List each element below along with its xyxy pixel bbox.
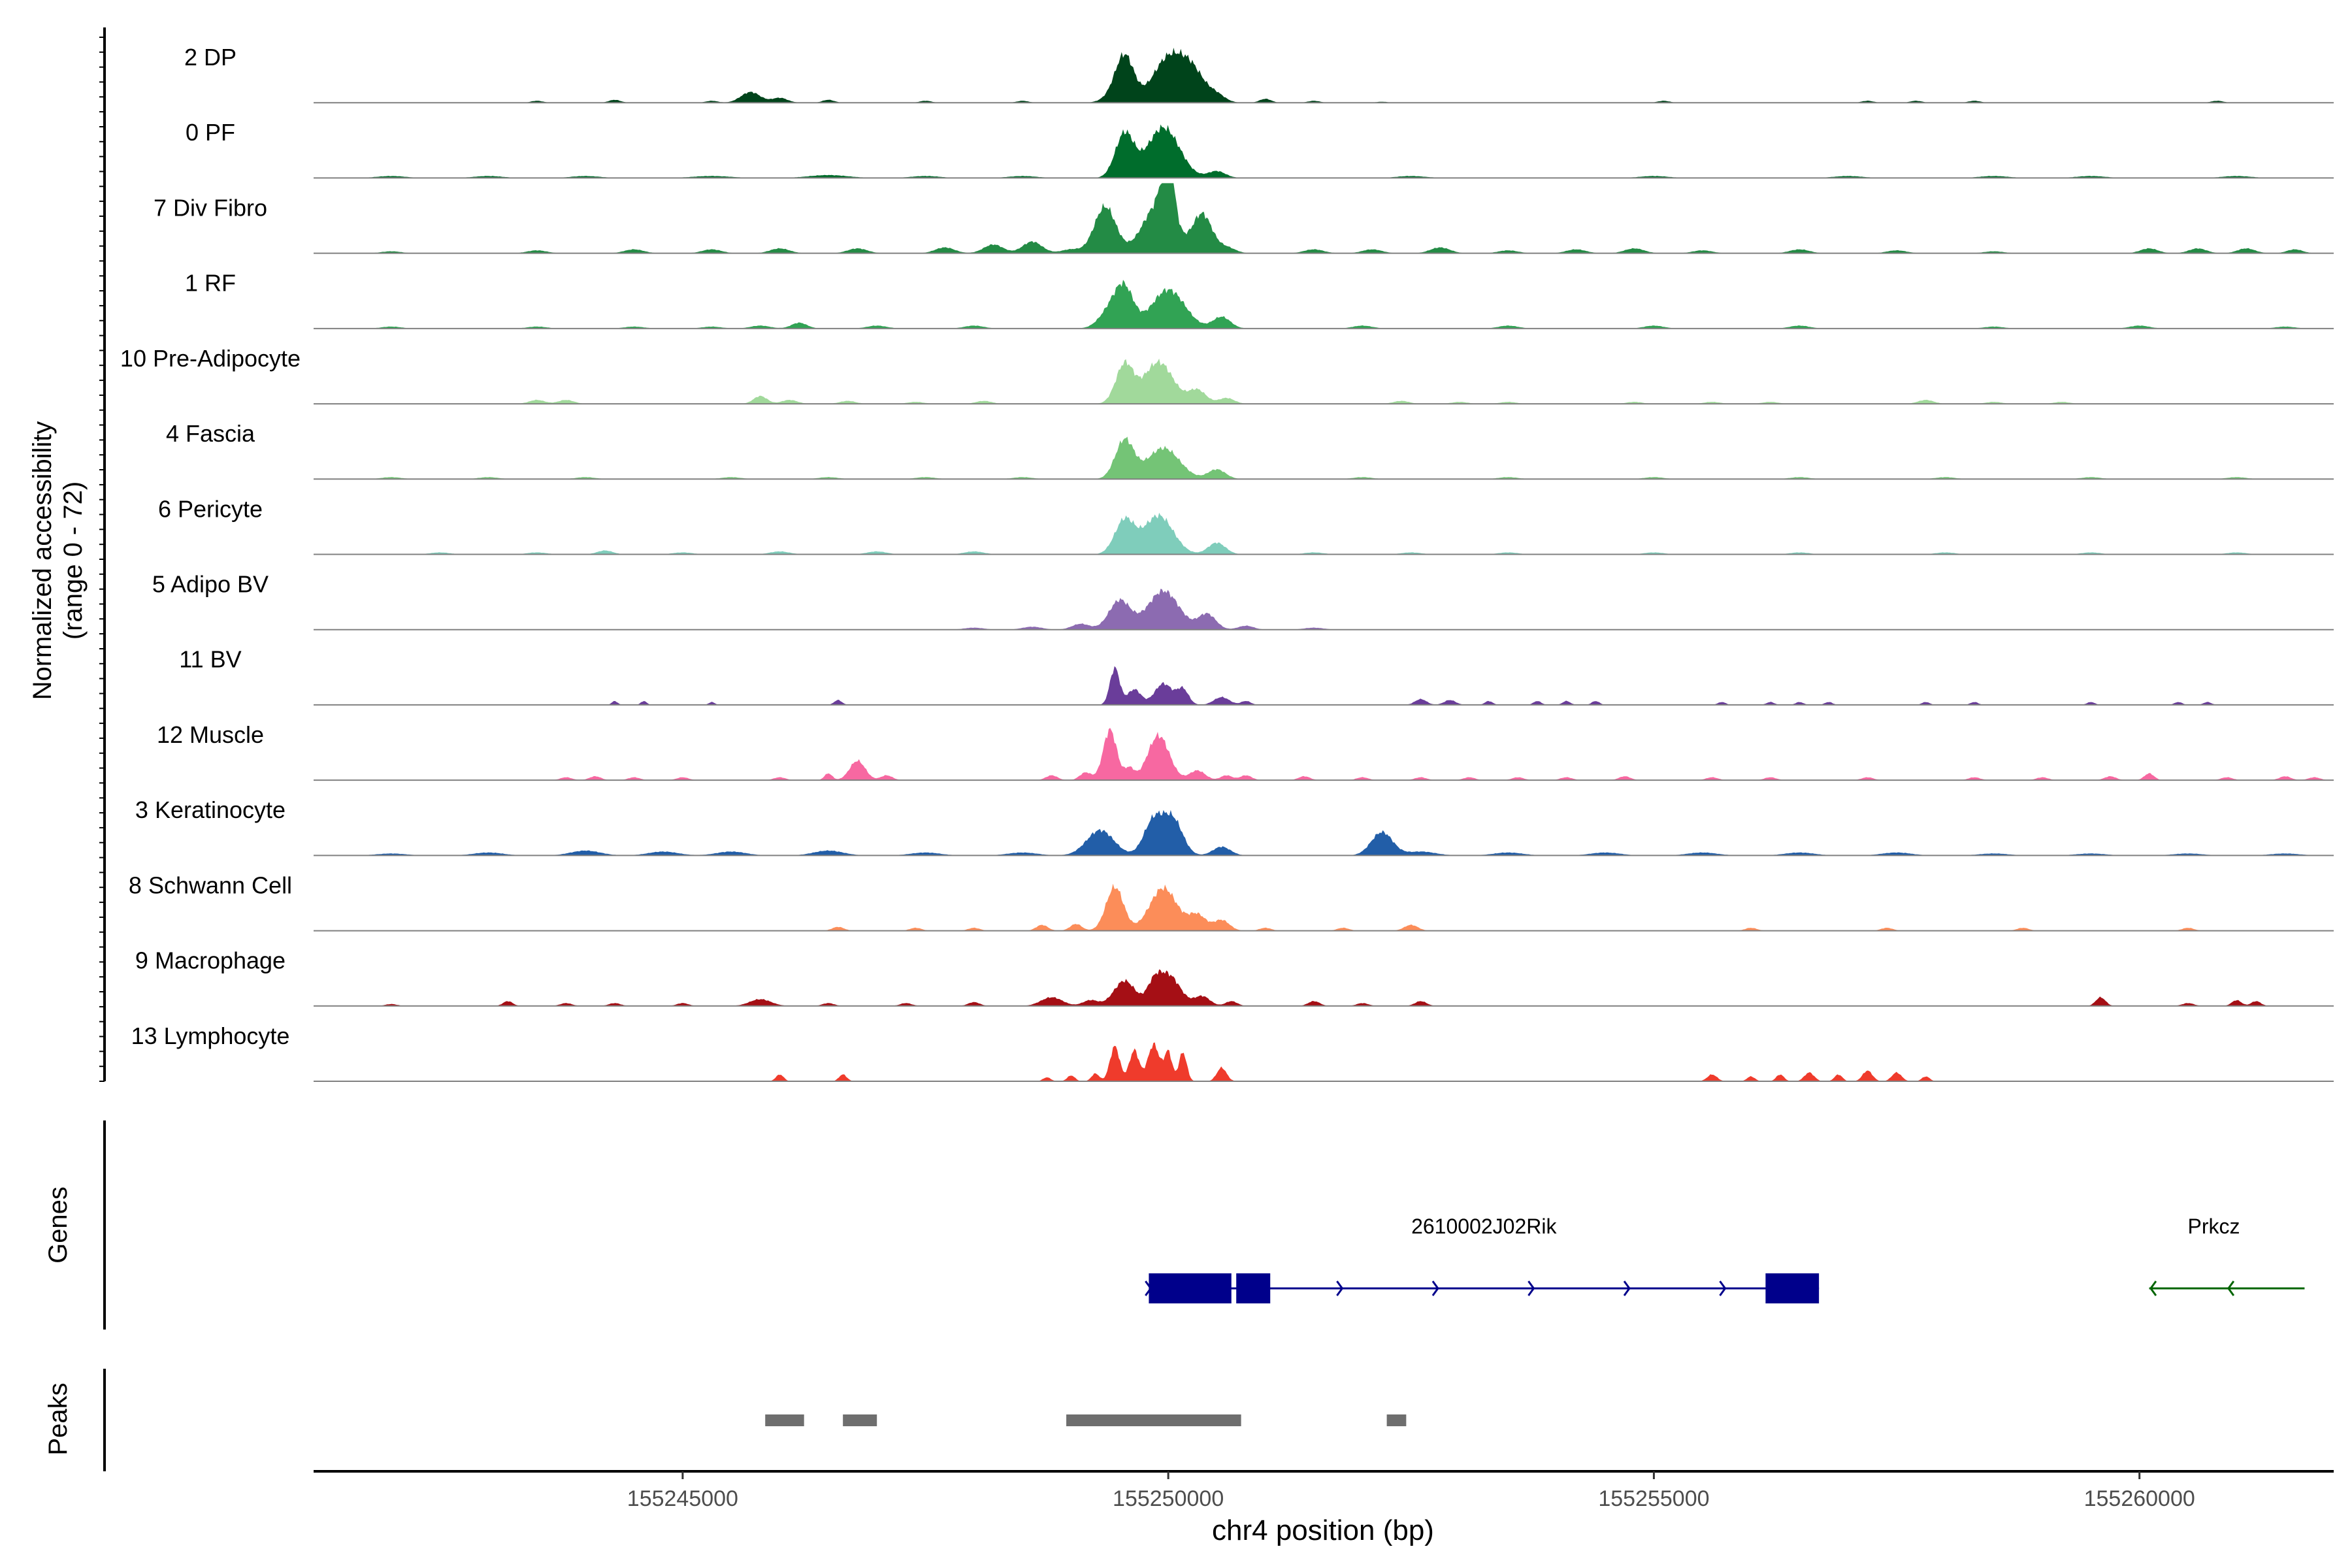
track-13 [314,1042,2334,1082]
track-8 [314,666,2334,706]
y-axis-label-line1: Normalized accessibility [28,421,57,700]
track-label-2: 7 Div Fibro [154,194,267,221]
track-area-10 [314,809,2334,856]
track-11 [314,883,2334,932]
track-3 [314,280,2334,329]
peak-region-3 [1386,1414,1407,1426]
track-10 [314,809,2334,857]
track-area-8 [314,666,2334,705]
track-label-4: 10 Pre-Adipocyte [120,345,301,372]
peak-region-2 [1066,1414,1241,1426]
genes-panel-label: Genes [44,1186,73,1264]
track-area-3 [314,280,2334,329]
gene-Prkcz: Prkcz [2149,1215,2305,1296]
peaks-panel-label: Peaks [44,1382,73,1455]
track-7 [314,589,2334,630]
x-axis-label: chr4 position (bp) [1212,1514,1434,1546]
track-9 [314,728,2334,781]
track-area-12 [314,969,2334,1006]
coverage-tracks [314,48,2334,1082]
track-label-6: 6 Pericyte [158,495,263,522]
x-tick-label-1: 155250000 [1113,1486,1224,1511]
strand-arrow [1719,1281,1727,1296]
peak-region-1 [843,1414,877,1426]
track-label-10: 3 Keratinocyte [135,796,286,823]
x-axis-ticks: 155245000 155250000 155255000 155260000 [627,1471,2195,1511]
strand-arrow [1336,1281,1344,1296]
track-label-11: 8 Schwann Cell [129,872,292,898]
track-label-9: 12 Muscle [157,721,264,748]
track-area-6 [314,512,2334,555]
strand-arrow [1527,1281,1535,1296]
x-tick-label-3: 155260000 [2084,1486,2195,1511]
gene-label-1: Prkcz [2187,1215,2240,1238]
track-labels: 2 DP 0 PF 7 Div Fibro 1 RF 10 Pre-Adipocyte 4… [120,44,301,1049]
track-label-8: 11 BV [179,646,241,673]
gene-annotations: 2610002J02Rik Prkcz [1145,1215,2305,1303]
track-label-12: 9 Macrophage [135,947,286,974]
strand-arrow [1623,1281,1631,1296]
coverage-y-ticks [99,37,105,1082]
track-area-9 [314,728,2334,781]
gene-2610002J02Rik: 2610002J02Rik [1145,1215,1820,1303]
x-tick-label-0: 155245000 [627,1486,738,1511]
track-label-0: 2 DP [184,44,237,71]
track-4 [314,358,2334,405]
track-label-13: 13 Lymphocyte [131,1022,290,1049]
track-12 [314,969,2334,1007]
track-5 [314,436,2334,480]
y-axis-label-line2: (range 0 - 72) [59,482,88,640]
track-label-3: 1 RF [185,270,236,297]
track-area-1 [314,124,2334,178]
gene-label-0: 2610002J02Rik [1411,1215,1557,1238]
track-area-4 [314,358,2334,404]
track-1 [314,124,2334,179]
strand-arrow [1431,1281,1439,1296]
track-label-1: 0 PF [186,119,235,146]
exon-0-1 [1236,1273,1271,1303]
track-area-7 [314,589,2334,630]
track-area-2 [314,183,2334,253]
track-0 [314,48,2334,104]
track-label-5: 4 Fascia [166,420,255,447]
track-area-0 [314,48,2334,103]
exon-0-0 [1149,1273,1232,1303]
peak-region-0 [765,1414,804,1426]
track-label-7: 5 Adipo BV [152,571,269,598]
track-6 [314,512,2334,555]
x-tick-label-2: 155255000 [1598,1486,1709,1511]
track-2 [314,183,2334,254]
exon-0-2 [1765,1273,1820,1303]
peak-regions [765,1414,1407,1426]
track-area-11 [314,883,2334,931]
strand-arrow [2227,1281,2235,1296]
track-area-13 [314,1042,2334,1081]
strand-arrow [2149,1281,2157,1296]
track-area-5 [314,436,2334,480]
